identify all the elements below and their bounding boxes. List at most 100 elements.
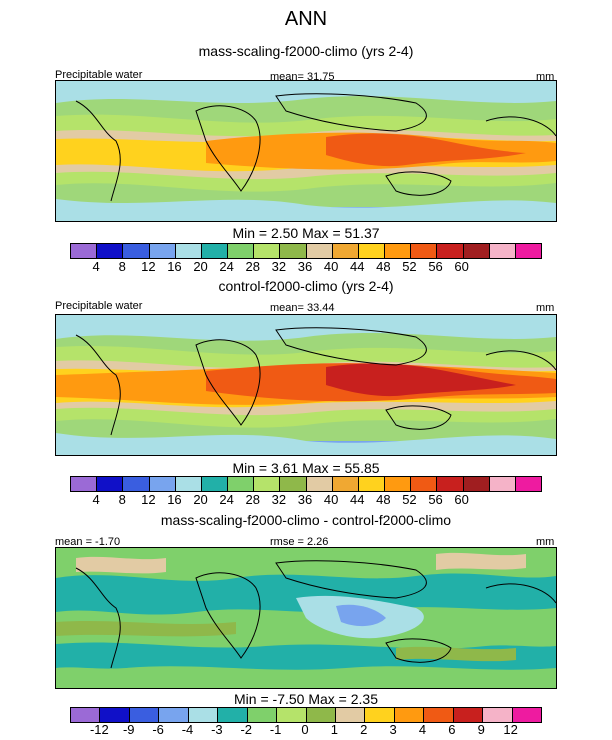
panel2-mean-label: mean= 33.44 [270,302,335,314]
colorbar-swatch [385,477,412,491]
panel3-minmax: Min = -7.50 Max = 2.35 [234,691,378,707]
colorbar-swatch [463,477,490,491]
colorbar-tick-label: 60 [454,492,469,507]
colorbar-tick-label: 36 [297,492,313,507]
colorbar-swatch [97,477,124,491]
colorbar-swatch [306,708,336,722]
colorbar-swatch [175,477,202,491]
colorbar-tick-label: 56 [428,259,443,274]
colorbar-tick-label: 9 [477,722,485,737]
panel2-units-label: mm [536,302,555,314]
colorbar-swatch [424,708,454,722]
panel2-title: control-f2000-climo (yrs 2-4) [218,278,394,294]
colorbar-tick-label: 12 [503,722,518,737]
colorbar-swatch [280,244,307,258]
colorbar-swatch [175,244,202,258]
colorbar-tick-label: 12 [141,492,156,507]
colorbar-3-ticks: -12 -9 -6 -4 -3 -2 -1 0 1 2 3 4 6 9 12 [70,722,540,738]
colorbar-tick-label: -4 [181,722,194,737]
colorbar-tick-label: -6 [152,722,164,737]
panel1-map [55,80,557,222]
colorbar-swatch [515,477,542,491]
colorbar-swatch [411,477,438,491]
colorbar-swatch [149,477,176,491]
colorbar-swatch [247,708,278,722]
colorbar-1-ticks: 4 8 12 16 20 24 28 32 36 40 44 48 52 56 60 [70,259,540,275]
colorbar-swatch [201,477,229,491]
panel3-title: mass-scaling-f2000-climo - control-f2000… [160,512,452,528]
colorbar-swatch [159,708,189,722]
colorbar-tick-label: 4 [92,492,100,507]
panel3-rmse-label: rmse = 2.26 [270,536,329,548]
colorbar-tick-label: 2 [360,722,368,737]
panel2-map [55,314,557,456]
panel3-map [55,547,557,689]
colorbar-swatch [453,708,484,722]
colorbar-tick-label: 28 [245,259,260,274]
colorbar-tick-label: 44 [349,259,365,274]
colorbar-swatch [306,244,333,258]
colorbar-swatch [411,244,438,258]
panel3-mean-label: mean = -1.70 [55,536,121,548]
colorbar-swatch [277,708,307,722]
colorbar-tick-label: 40 [323,259,339,274]
colorbar-tick-label: 6 [448,722,456,737]
colorbar-swatch [149,244,176,258]
colorbar-swatch [512,708,541,722]
colorbar-swatch [129,708,160,722]
colorbar-tick-label: 52 [402,259,417,274]
colorbar-swatch [100,708,130,722]
colorbar-swatch [358,244,386,258]
colorbar-tick-label: 16 [167,492,182,507]
colorbar-tick-label: -9 [122,722,135,737]
colorbar-tick-label: 16 [167,259,182,274]
colorbar-swatch [394,708,425,722]
colorbar-2 [70,476,542,492]
colorbar-tick-label: 12 [141,259,156,274]
colorbar-swatch [123,244,150,258]
colorbar-tick-label: 24 [219,492,234,507]
colorbar-swatch [71,477,98,491]
colorbar-swatch [483,708,513,722]
colorbar-swatch [71,708,101,722]
colorbar-tick-label: -12 [89,722,109,737]
colorbar-swatch [489,244,516,258]
colorbar-tick-label: 20 [193,492,208,507]
colorbar-tick-label: -3 [211,722,223,737]
colorbar-tick-label: 8 [118,259,126,274]
colorbar-swatch [254,477,281,491]
colorbar-swatch [332,244,359,258]
colorbar-tick-label: 32 [271,492,287,507]
colorbar-tick-label: 48 [376,259,391,274]
colorbar-tick-label: 48 [376,492,391,507]
colorbar-swatch [437,477,464,491]
colorbar-swatch [365,708,395,722]
colorbar-2-ticks: 4 8 12 16 20 24 28 32 36 40 44 48 52 56 60 [70,492,540,508]
colorbar-tick-label: 1 [330,722,338,737]
panel3-units-label: mm [536,536,555,548]
colorbar-tick-label: -2 [240,722,253,737]
colorbar-swatch [515,244,542,258]
panel1-title: mass-scaling-f2000-climo (yrs 2-4) [198,43,414,59]
figure-title: ANN [284,8,328,30]
colorbar-tick-label: 52 [402,492,417,507]
colorbar-swatch [489,477,516,491]
colorbar-swatch [218,708,248,722]
colorbar-swatch [97,244,124,258]
colorbar-swatch [123,477,150,491]
colorbar-swatch [280,477,307,491]
panel1-variable-label: Precipitable water [55,69,143,81]
colorbar-tick-label: 28 [245,492,260,507]
colorbar-tick-label: 36 [297,259,313,274]
colorbar-tick-label: 0 [301,722,309,737]
colorbar-swatch [385,244,412,258]
colorbar-swatch [254,244,281,258]
colorbar-swatch [335,708,366,722]
colorbar-swatch [188,708,219,722]
colorbar-swatch [201,244,229,258]
colorbar-tick-label: 32 [271,259,287,274]
colorbar-tick-label: 40 [323,492,339,507]
colorbar-tick-label: 20 [193,259,208,274]
colorbar-swatch [228,477,255,491]
colorbar-3 [70,707,542,723]
